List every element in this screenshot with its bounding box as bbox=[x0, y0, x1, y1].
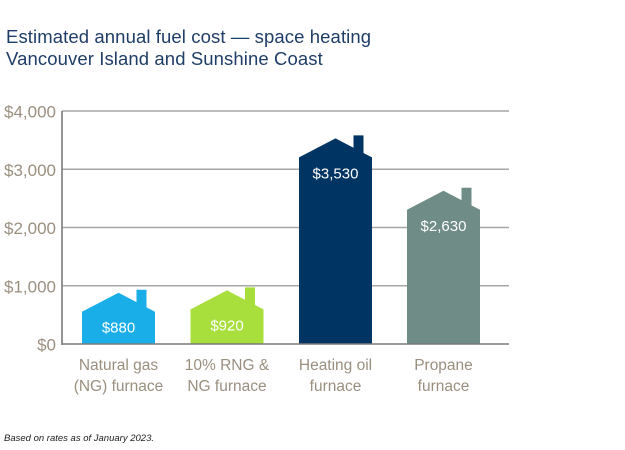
x-tick-label-line: Natural gas bbox=[79, 357, 159, 374]
x-tick-label-line: furnace bbox=[310, 378, 362, 395]
y-tick-label: $2,000 bbox=[4, 219, 56, 238]
x-tick-label-1: Natural gas (NG) furnace bbox=[74, 357, 164, 395]
chart-subtitle: Vancouver Island and Sunshine Coast bbox=[6, 48, 323, 69]
x-tick-label-2: 10% RNG & NG furnace bbox=[185, 357, 270, 395]
x-tick-label-line: Heating oil bbox=[299, 357, 372, 374]
y-tick-label: $4,000 bbox=[4, 103, 56, 122]
x-tick-label-line: furnace bbox=[418, 378, 470, 395]
data-label-1: $880 bbox=[102, 320, 135, 337]
x-tick-label-line: Propane bbox=[414, 357, 473, 374]
data-label-3: $3,530 bbox=[313, 165, 359, 182]
x-tick-label-line: (NG) furnace bbox=[74, 378, 164, 395]
x-tick-label-line: 10% RNG & bbox=[185, 357, 270, 374]
y-tick-label: $1,000 bbox=[4, 277, 56, 296]
chart-title-block: Estimated annual fuel cost — space heati… bbox=[6, 26, 616, 70]
data-label-4: $2,630 bbox=[421, 218, 467, 235]
y-tick-label: $3,000 bbox=[4, 161, 56, 180]
x-tick-label-3: Heating oil furnace bbox=[299, 357, 372, 395]
bar-4 bbox=[407, 187, 480, 344]
x-tick-label-4: Propane furnace bbox=[414, 357, 473, 395]
y-tick-label: $0 bbox=[37, 336, 56, 355]
chart-title: Estimated annual fuel cost — space heati… bbox=[6, 26, 372, 47]
x-tick-label-line: NG furnace bbox=[187, 378, 266, 395]
bar-1 bbox=[82, 289, 155, 344]
bar-2 bbox=[190, 287, 264, 344]
bar-3 bbox=[299, 135, 372, 344]
data-label-2: $920 bbox=[210, 317, 243, 334]
footnote: Based on rates as of January 2023. bbox=[4, 433, 154, 444]
